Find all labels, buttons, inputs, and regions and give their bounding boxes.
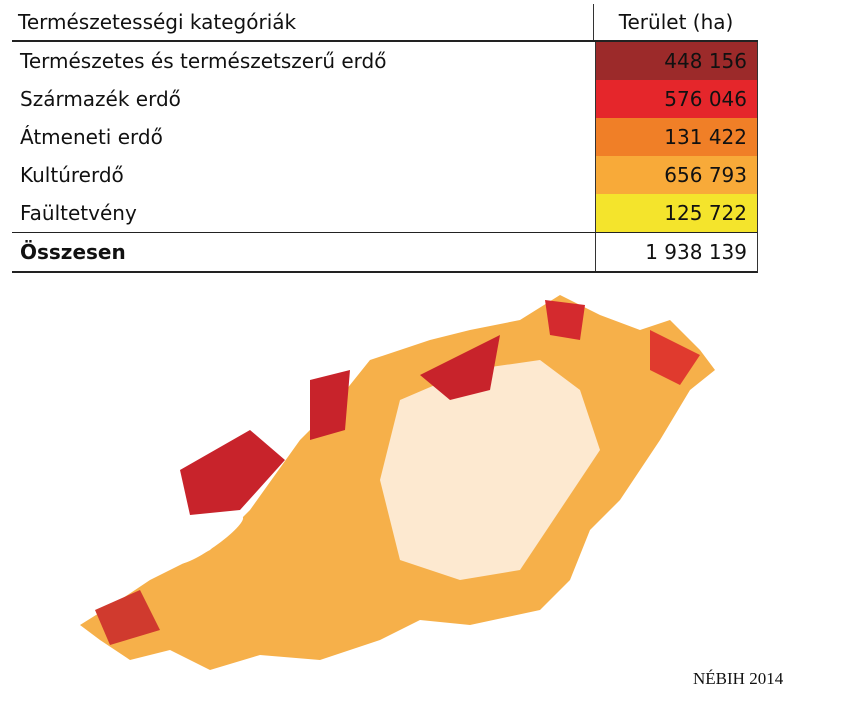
- category-label: Átmeneti erdő: [20, 125, 163, 149]
- plain-area: [380, 360, 600, 580]
- table-row: Természetes és természetszerű erdő 448 15…: [12, 42, 758, 80]
- area-value: 576 046: [595, 80, 757, 118]
- table-row: Származék erdő 576 046: [12, 80, 758, 118]
- category-label: Származék erdő: [20, 87, 181, 111]
- table-row: Kultúrerdő 656 793: [12, 156, 758, 194]
- map: [80, 295, 715, 670]
- area-value: 656 793: [595, 156, 757, 194]
- forest-patch: [180, 430, 285, 515]
- area-value: 131 422: [595, 118, 757, 156]
- total-label: Összesen: [20, 240, 126, 264]
- area-value: 448 156: [595, 42, 757, 80]
- forest-patch: [310, 370, 350, 440]
- forest-patch: [420, 335, 500, 400]
- table-row: Faültetvény 125 722: [12, 194, 758, 232]
- category-label: Kultúrerdő: [20, 163, 124, 187]
- area-value: 125 722: [595, 194, 757, 232]
- forest-patch: [650, 330, 700, 385]
- lake: [176, 516, 244, 564]
- header-cell: Természetességi kategóriák: [18, 10, 297, 34]
- total-value: 1 938 139: [595, 233, 757, 271]
- table: Természetességi kategóriák Terület (ha) …: [12, 4, 758, 273]
- category-label: Faültetvény: [20, 201, 137, 225]
- forest-patch: [545, 300, 585, 340]
- header-row: Természetességi kategóriák Terület (ha): [12, 4, 758, 42]
- source: NÉBIH 2014: [693, 669, 784, 688]
- forest-patch: [95, 590, 160, 645]
- table-row: Átmeneti erdő 131 422: [12, 118, 758, 156]
- header-cell: Terület (ha): [593, 4, 758, 40]
- category-label: Természetes és természetszerű erdő: [20, 49, 387, 73]
- total-row: Összesen 1 938 139: [12, 232, 758, 273]
